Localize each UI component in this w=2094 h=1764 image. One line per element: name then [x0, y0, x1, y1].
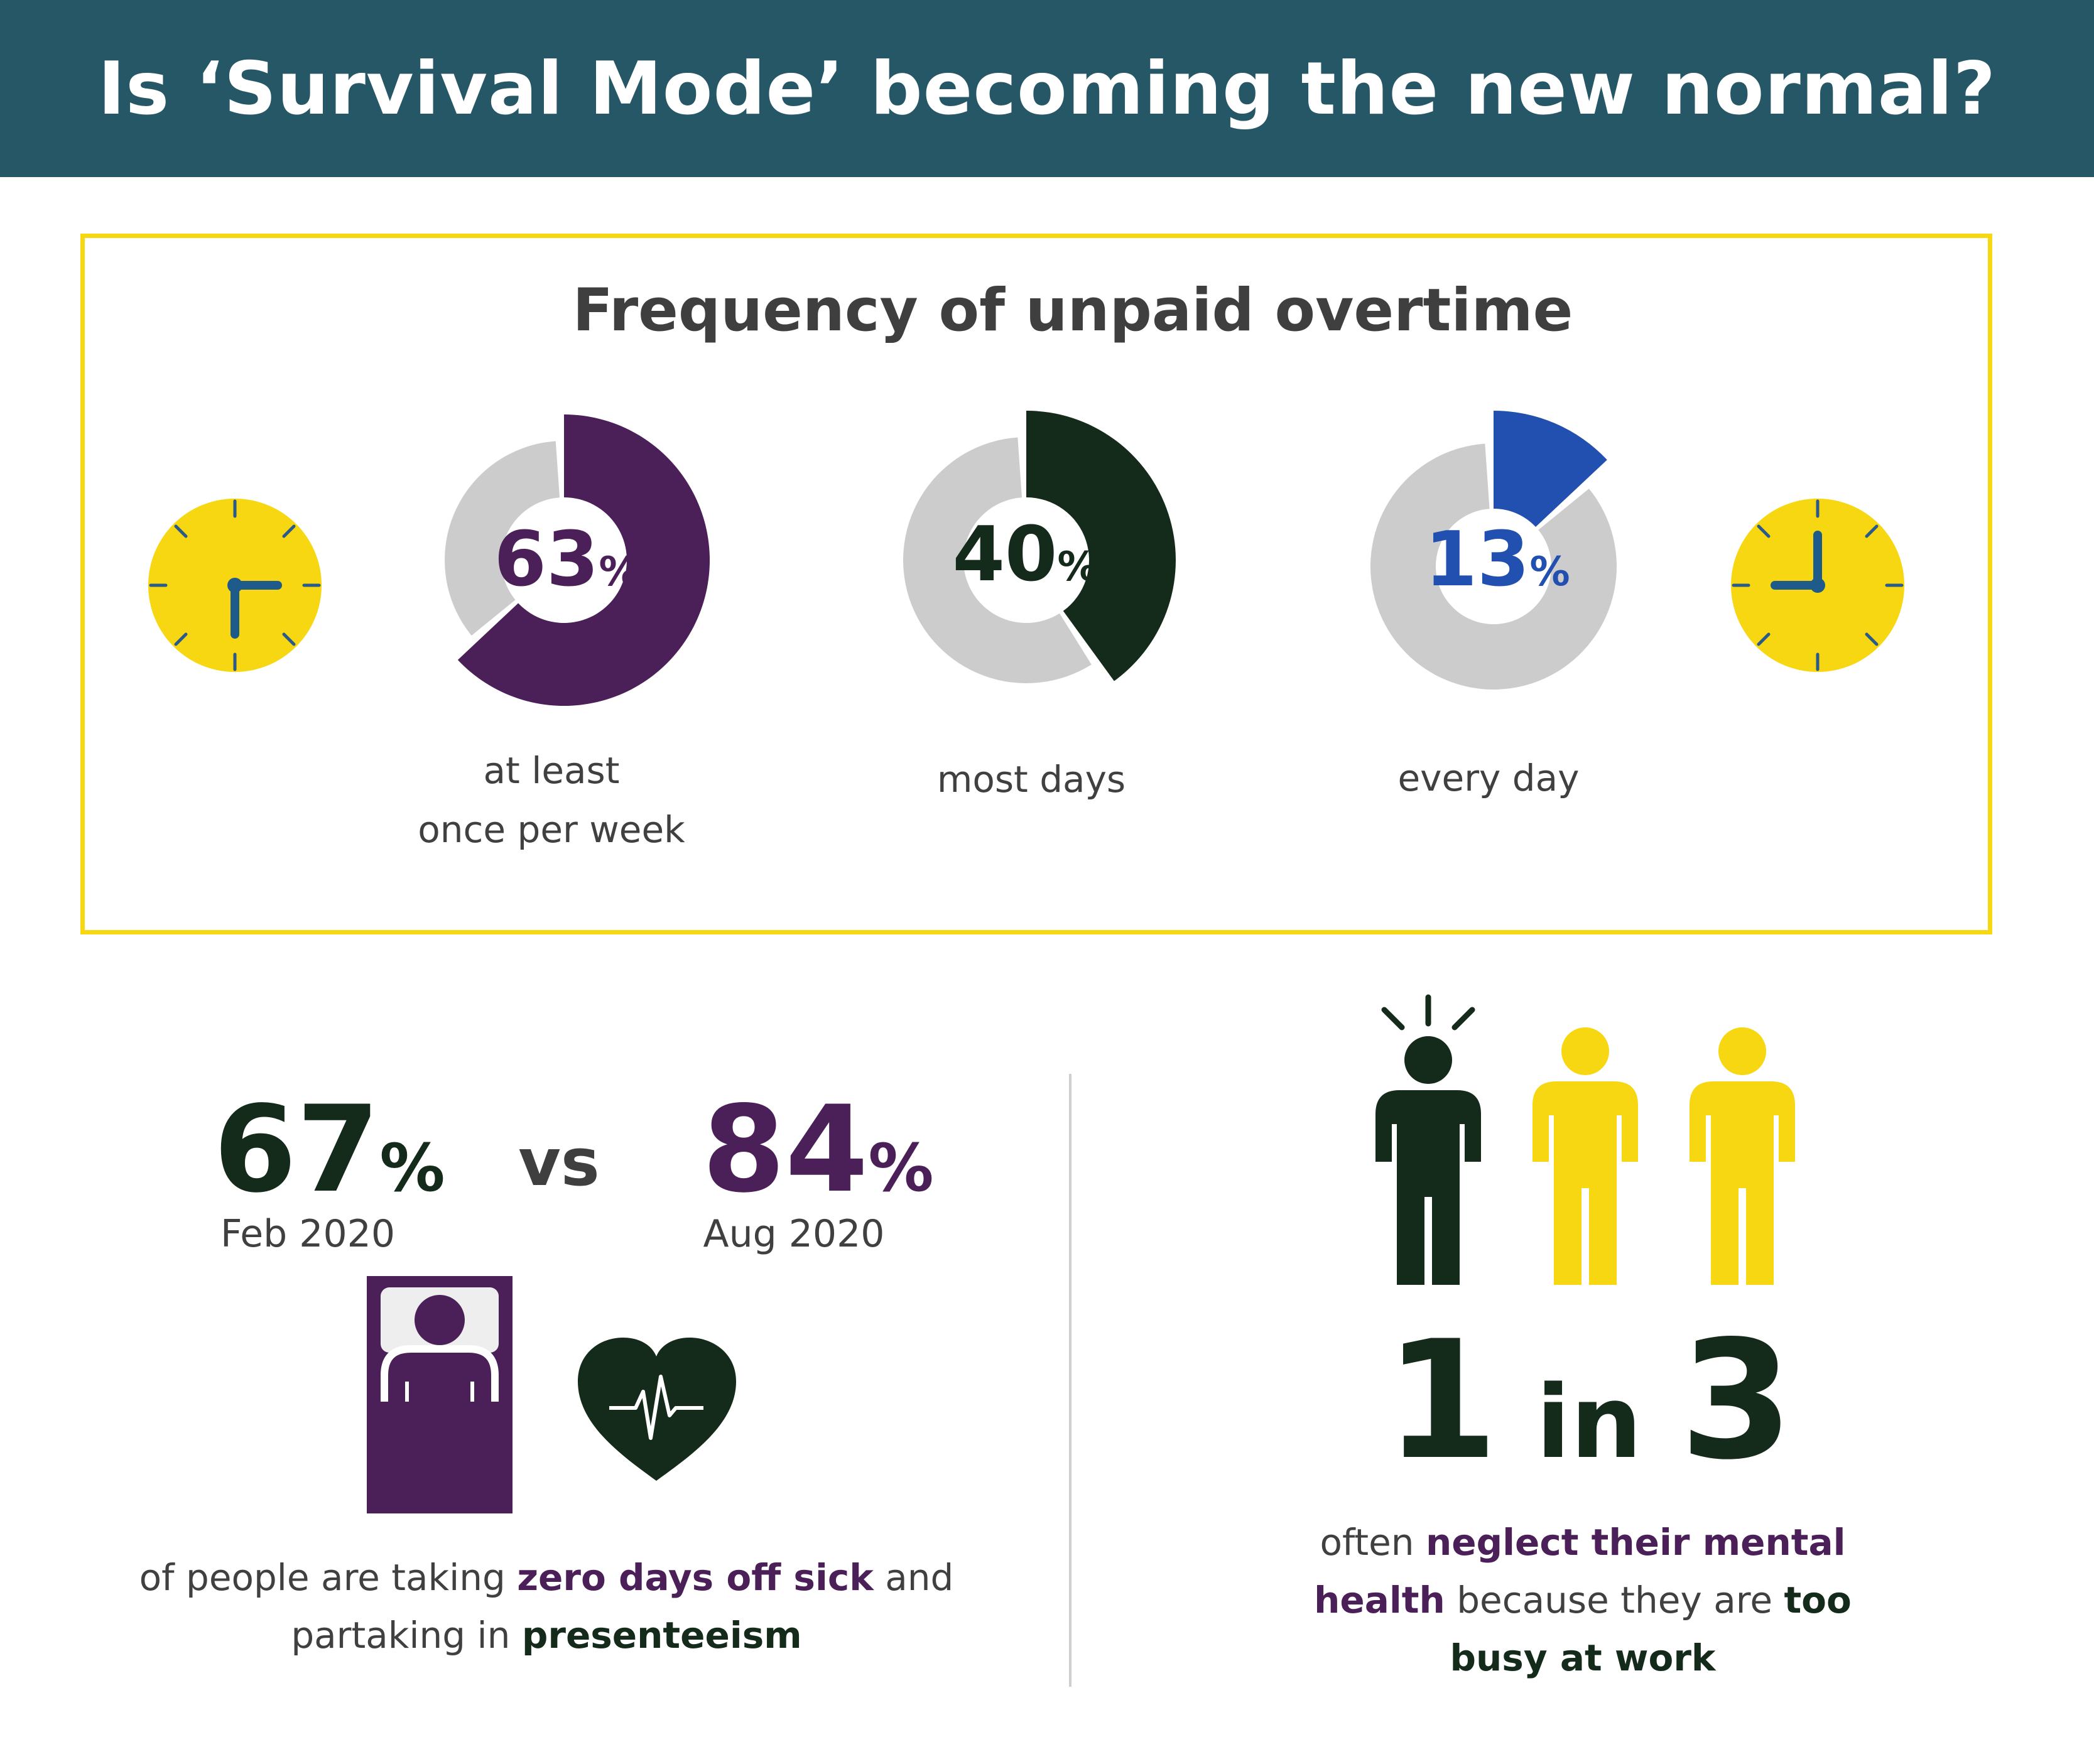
caption-highlight: health — [1314, 1579, 1445, 1621]
stat-word: in — [1536, 1363, 1642, 1481]
donut-segment — [1494, 411, 1607, 528]
frequency-panel — [80, 234, 1992, 934]
mental-caption: often neglect their mental health becaus… — [1193, 1513, 1972, 1687]
sick-caption: of people are taking zero days off sick … — [100, 1549, 992, 1664]
caption-text: of people are taking — [139, 1556, 518, 1599]
donut-segment — [457, 414, 710, 706]
stat-feb: 67% — [214, 1080, 445, 1219]
percent-sign: % — [1529, 549, 1570, 595]
page-title: Is ‘Survival Mode’ becoming the new norm… — [97, 46, 1997, 131]
person-icon — [1690, 1027, 1795, 1285]
donut-number: 40 — [952, 511, 1058, 598]
date-feb: Feb 2020 — [220, 1212, 395, 1256]
donut-value-1: 63% — [466, 516, 667, 610]
stat-number: 84 — [702, 1080, 869, 1219]
date-aug: Aug 2020 — [703, 1212, 885, 1256]
label-line: every day — [1397, 757, 1580, 799]
stressed-person-icon — [1375, 994, 1481, 1285]
one-in-three-stat: 1 in 3 — [1369, 1306, 1809, 1496]
frequency-title: Frequency of unpaid overtime — [572, 276, 1573, 345]
donut-remainder — [445, 441, 560, 636]
heartbeat-icon — [578, 1338, 736, 1481]
label-line: at least — [483, 749, 620, 792]
person-icon — [1533, 1027, 1638, 1285]
donut-label-1: at least once per week — [363, 741, 740, 859]
caption-highlight: too — [1784, 1579, 1852, 1621]
donut-label-2: most days — [843, 750, 1220, 809]
donut-remainder — [903, 437, 1092, 683]
caption-highlight: neglect their mental — [1426, 1521, 1846, 1564]
caption-highlight: busy at work — [1450, 1637, 1716, 1679]
percent-sign: % — [379, 1130, 445, 1206]
clock-icon — [1731, 499, 1904, 672]
stat-number: 67 — [214, 1080, 380, 1219]
percent-sign: % — [1057, 544, 1098, 590]
caption-text: partaking in — [291, 1614, 522, 1657]
donut-value-3: 13% — [1397, 516, 1598, 610]
caption-text: because they are — [1445, 1579, 1784, 1621]
section-divider — [1069, 1074, 1071, 1687]
label-line: most days — [936, 758, 1126, 801]
sick-in-bed-icon — [367, 1276, 513, 1513]
donut-number: 63 — [494, 516, 599, 603]
stat-number: 3 — [1679, 1306, 1794, 1496]
header-banner — [0, 0, 2094, 177]
percent-sign: % — [868, 1130, 934, 1206]
caption-highlight: presenteeism — [521, 1614, 802, 1657]
donut-value-2: 40% — [925, 511, 1126, 605]
stat-aug: 84% — [702, 1080, 934, 1219]
percent-sign: % — [599, 549, 639, 595]
donut-label-3: every day — [1300, 749, 1677, 808]
caption-text: often — [1320, 1521, 1426, 1564]
caption-highlight: zero days off sick — [517, 1556, 874, 1599]
vs-label: vs — [518, 1124, 600, 1201]
donut-remainder — [1370, 443, 1617, 690]
donut-segment — [1026, 411, 1176, 681]
clock-icon — [148, 499, 322, 672]
donut-number: 13 — [1424, 516, 1530, 603]
label-line: once per week — [418, 808, 685, 851]
stat-number: 1 — [1384, 1306, 1499, 1496]
caption-text: and — [873, 1556, 954, 1599]
